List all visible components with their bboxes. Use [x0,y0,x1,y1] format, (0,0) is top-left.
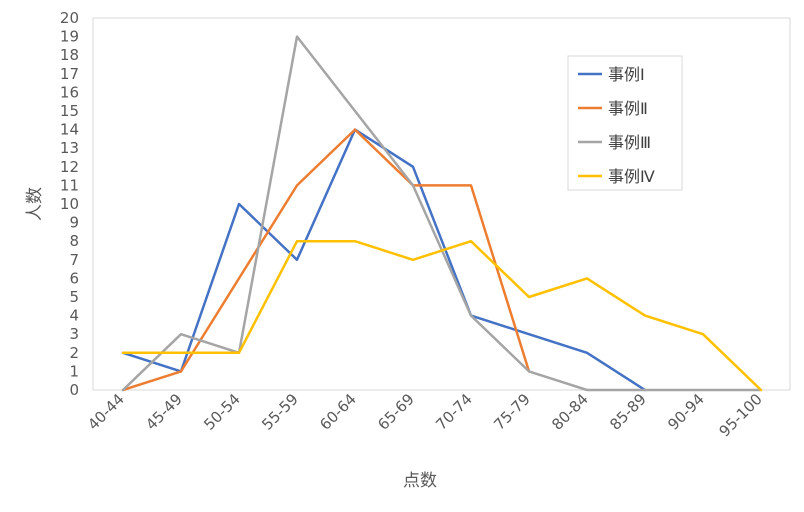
y-tick-label: 15 [60,102,79,120]
x-tick-label: 40-44 [84,390,128,434]
y-tick-label: 7 [69,251,79,269]
y-tick-label: 10 [60,195,79,213]
y-tick-label: 16 [60,83,79,101]
x-tick-label: 65-69 [374,390,418,434]
x-tick-label: 90-94 [664,390,708,434]
y-tick-label: 12 [60,158,79,176]
y-tick-label: 20 [60,9,79,27]
y-tick-label: 18 [60,46,79,64]
x-axis-ticks: 40-44 45-49 50-54 55-59 60-64 65-69 70-74 75-79… [84,390,766,440]
y-tick-label: 0 [69,381,79,399]
y-tick-label: 4 [69,307,79,325]
x-axis-title: 点数 [403,471,437,491]
x-tick-label: 70-74 [432,390,476,434]
x-tick-label: 80-84 [548,390,592,434]
y-tick-label: 13 [60,139,79,157]
x-tick-label: 60-64 [316,390,360,434]
x-tick-label: 95-100 [716,390,766,440]
y-tick-label: 5 [69,288,79,306]
y-tick-label: 19 [60,28,79,46]
legend-label: 事例Ⅳ [608,167,655,186]
series-lines [121,35,763,392]
legend-label: 事例Ⅲ [608,133,651,152]
legend-label: 事例Ⅰ [608,65,645,84]
plot-area [92,17,791,391]
x-tick-label: 50-54 [200,390,244,434]
legend-label: 事例Ⅱ [608,99,648,118]
x-tick-label: 55-59 [258,390,302,434]
legend-box [567,55,683,191]
y-tick-label: 9 [69,214,79,232]
y-tick-label: 6 [69,269,79,287]
x-tick-label: 85-89 [606,390,650,434]
series-line-2 [121,128,531,392]
x-tick-label: 75-79 [490,390,534,434]
y-axis-title: 人数 [25,187,45,221]
y-tick-label: 2 [69,344,79,362]
y-tick-label: 11 [60,176,79,194]
y-tick-label: 1 [69,362,79,380]
series-line-4 [121,239,763,392]
y-tick-label: 14 [60,121,79,139]
y-tick-label: 8 [69,232,79,250]
legend: 事例Ⅰ 事例Ⅱ 事例Ⅲ 事例Ⅳ [567,55,683,191]
y-tick-label: 17 [60,65,79,83]
y-tick-label: 3 [69,325,79,343]
x-tick-label: 45-49 [142,390,186,434]
